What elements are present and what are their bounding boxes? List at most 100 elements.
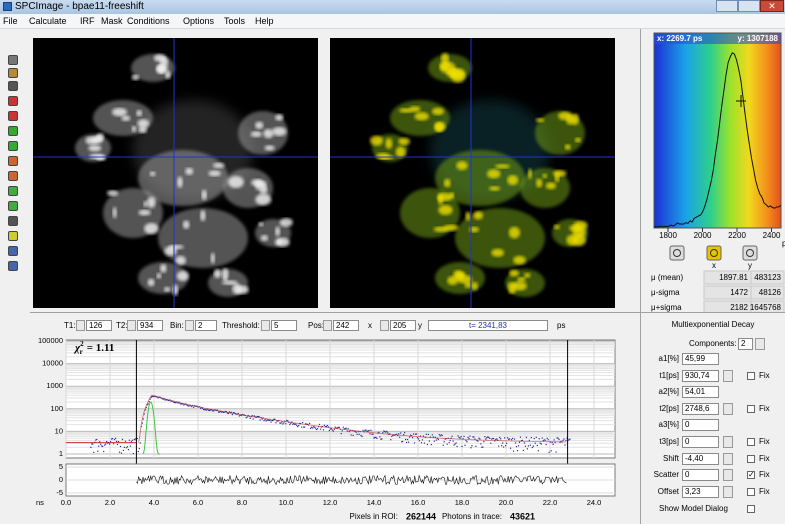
count-point xyxy=(387,432,388,433)
histogram-button[interactable] xyxy=(743,246,757,260)
spin-button[interactable] xyxy=(185,320,194,331)
tool-button[interactable] xyxy=(8,96,18,106)
param-field[interactable]: 54,01 xyxy=(682,386,719,398)
spin-button[interactable] xyxy=(380,320,389,331)
param-field[interactable]: -4,40 xyxy=(682,453,719,465)
param-field[interactable]: 0 xyxy=(682,419,719,431)
cell-detail xyxy=(214,269,221,278)
spin-button[interactable] xyxy=(723,469,733,481)
tool-button[interactable] xyxy=(8,246,18,256)
minimize-button[interactable] xyxy=(716,0,738,12)
tool-button[interactable] xyxy=(8,55,18,65)
x-tick-label: 2400 xyxy=(763,231,781,240)
spin-button[interactable] xyxy=(723,453,733,465)
param-field[interactable]: 2748,6 xyxy=(682,403,719,415)
count-point xyxy=(115,438,116,439)
fix-checkbox[interactable] xyxy=(747,488,755,496)
menu-item[interactable]: Options xyxy=(183,15,214,27)
x-tick-label: 22.0 xyxy=(543,498,558,507)
count-point xyxy=(295,424,296,425)
pixels-label: Pixels in ROI: xyxy=(350,512,398,521)
spin-button[interactable] xyxy=(723,370,733,382)
spin-button[interactable] xyxy=(723,403,733,415)
spin-button[interactable] xyxy=(723,436,733,448)
count-point xyxy=(133,453,134,454)
tool-button[interactable] xyxy=(8,171,18,181)
tool-button[interactable] xyxy=(8,186,18,196)
fix-checkbox[interactable]: ✓ xyxy=(747,471,755,479)
tool-button[interactable] xyxy=(8,81,18,91)
tool-button[interactable] xyxy=(8,201,18,211)
tool-button[interactable] xyxy=(8,111,18,121)
intensity-image xyxy=(33,38,318,308)
count-point xyxy=(539,438,540,439)
count-point xyxy=(545,440,546,441)
input-field[interactable]: 934 xyxy=(137,320,163,331)
menu-item[interactable]: Tools xyxy=(224,15,245,27)
count-point xyxy=(123,450,124,451)
x-unit: ns xyxy=(36,498,44,507)
count-point xyxy=(503,446,504,447)
count-point xyxy=(357,434,358,435)
spin-button[interactable] xyxy=(76,320,85,331)
input-field[interactable]: 2 xyxy=(195,320,217,331)
maximize-button[interactable] xyxy=(738,0,760,12)
histogram-button[interactable] xyxy=(670,246,684,260)
close-button[interactable]: ✕ xyxy=(760,0,784,12)
param-label: a3[%] xyxy=(641,419,679,431)
param-field[interactable]: 0 xyxy=(682,436,719,448)
count-point xyxy=(553,444,554,445)
cell-detail xyxy=(96,155,106,160)
histogram-button[interactable] xyxy=(707,246,721,260)
count-point xyxy=(469,435,470,436)
tool-button[interactable] xyxy=(8,231,18,241)
tool-button[interactable] xyxy=(8,141,18,151)
spin-button[interactable] xyxy=(323,320,332,331)
fix-checkbox[interactable] xyxy=(747,455,755,463)
cell-detail xyxy=(435,123,443,132)
cell-detail xyxy=(513,256,526,265)
tool-button[interactable] xyxy=(8,126,18,136)
decay-panel: 1000001000010001001010.02.04.06.08.010.0… xyxy=(30,334,640,524)
spin-button[interactable] xyxy=(755,338,765,350)
menu-item[interactable]: Calculate xyxy=(29,15,67,27)
tool-button[interactable] xyxy=(8,68,18,78)
app-window: SPCImage - bpae11-freeshift ✕ FileCalcul… xyxy=(0,0,785,524)
input-field[interactable]: 205 xyxy=(390,320,416,331)
show-model-checkbox[interactable] xyxy=(747,505,755,513)
count-point xyxy=(504,437,505,438)
param-field[interactable]: 45,99 xyxy=(682,353,719,365)
param-field[interactable]: 0 xyxy=(682,469,719,481)
menu-item[interactable]: IRF xyxy=(80,15,95,27)
tool-button[interactable] xyxy=(8,261,18,271)
param-label: t2[ps] xyxy=(641,403,679,415)
cell-detail xyxy=(202,190,207,201)
input-field[interactable]: 242 xyxy=(333,320,359,331)
menu-item[interactable]: Mask xyxy=(101,15,123,27)
count-point xyxy=(569,439,570,440)
tool-button[interactable] xyxy=(8,216,18,226)
input-field[interactable]: 126 xyxy=(86,320,112,331)
fix-checkbox[interactable] xyxy=(747,372,755,380)
components-field[interactable]: 2 xyxy=(738,338,753,350)
spin-button[interactable] xyxy=(723,486,733,498)
menu-item[interactable]: Conditions xyxy=(127,15,170,27)
spin-button[interactable] xyxy=(127,320,136,331)
param-field[interactable]: 3,23 xyxy=(682,486,719,498)
cell-detail xyxy=(385,138,392,149)
spin-button[interactable] xyxy=(261,320,270,331)
count-point xyxy=(128,449,129,450)
fix-checkbox[interactable] xyxy=(747,438,755,446)
input-field[interactable]: 5 xyxy=(271,320,297,331)
cell-detail xyxy=(144,223,159,234)
count-point xyxy=(436,440,437,441)
count-point xyxy=(443,445,444,446)
menu-item[interactable]: Help xyxy=(255,15,274,27)
count-point xyxy=(283,422,284,423)
histogram-plot xyxy=(654,33,781,228)
param-field[interactable]: 930,74 xyxy=(682,370,719,382)
menu-item[interactable]: File xyxy=(3,15,18,27)
fix-checkbox[interactable] xyxy=(747,405,755,413)
count-point xyxy=(490,443,491,444)
tool-button[interactable] xyxy=(8,156,18,166)
